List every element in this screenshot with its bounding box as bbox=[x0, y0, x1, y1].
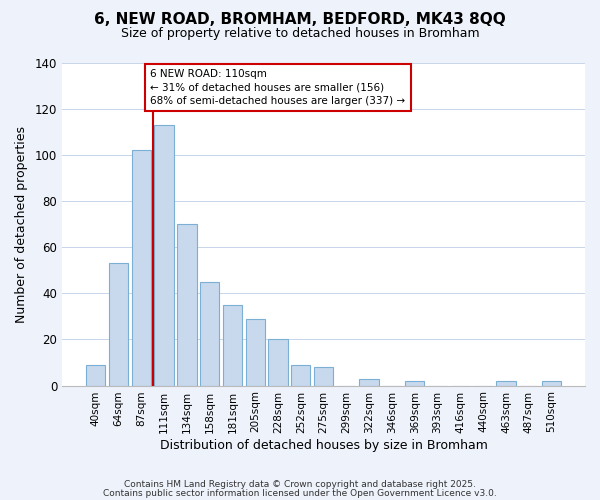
Bar bbox=[109, 264, 128, 386]
Bar bbox=[359, 378, 379, 386]
Text: Contains public sector information licensed under the Open Government Licence v3: Contains public sector information licen… bbox=[103, 488, 497, 498]
Text: Contains HM Land Registry data © Crown copyright and database right 2025.: Contains HM Land Registry data © Crown c… bbox=[124, 480, 476, 489]
Text: 6, NEW ROAD, BROMHAM, BEDFORD, MK43 8QQ: 6, NEW ROAD, BROMHAM, BEDFORD, MK43 8QQ bbox=[94, 12, 506, 28]
Bar bbox=[131, 150, 151, 386]
Bar bbox=[314, 367, 333, 386]
Bar bbox=[223, 305, 242, 386]
Y-axis label: Number of detached properties: Number of detached properties bbox=[15, 126, 28, 322]
X-axis label: Distribution of detached houses by size in Bromham: Distribution of detached houses by size … bbox=[160, 440, 488, 452]
Bar bbox=[245, 318, 265, 386]
Bar bbox=[177, 224, 197, 386]
Bar bbox=[542, 381, 561, 386]
Bar bbox=[154, 125, 174, 386]
Bar bbox=[496, 381, 515, 386]
Bar bbox=[268, 340, 287, 386]
Bar bbox=[291, 365, 310, 386]
Bar bbox=[86, 365, 106, 386]
Text: 6 NEW ROAD: 110sqm
← 31% of detached houses are smaller (156)
68% of semi-detach: 6 NEW ROAD: 110sqm ← 31% of detached hou… bbox=[151, 70, 406, 106]
Text: Size of property relative to detached houses in Bromham: Size of property relative to detached ho… bbox=[121, 28, 479, 40]
Bar bbox=[405, 381, 424, 386]
Bar bbox=[200, 282, 219, 386]
